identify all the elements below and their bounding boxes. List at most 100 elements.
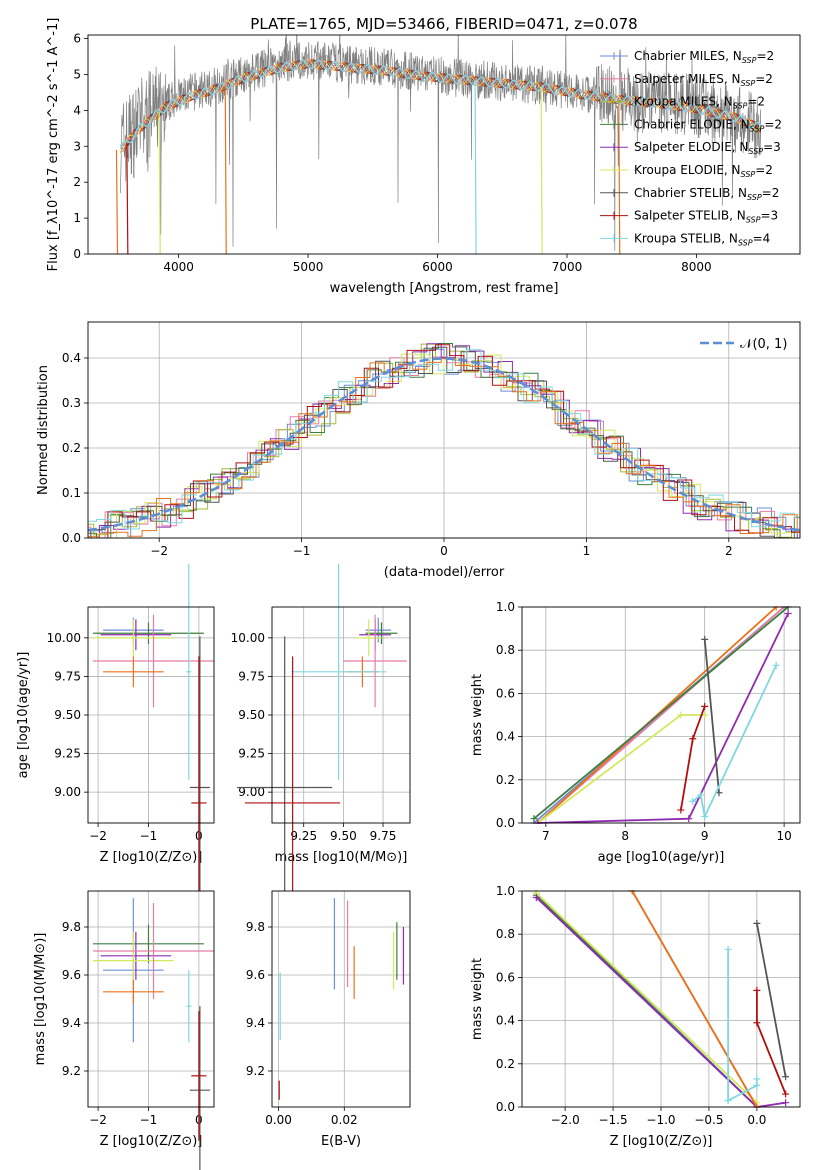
- y-tick-label: 1.0: [496, 600, 515, 614]
- y-tick-label: 1: [73, 211, 81, 225]
- y-tick-label: 10.00: [47, 631, 81, 645]
- x-tick-label: −2: [150, 544, 168, 558]
- model-spectrum-line: [120, 58, 761, 155]
- weight-marker: [689, 797, 697, 805]
- errorbar-point: [93, 619, 174, 657]
- weight_vs_age-lines: [530, 606, 792, 824]
- legend-entry: Chabrier STELIB, NSSP=2: [634, 186, 779, 202]
- weight-marker: [782, 1073, 790, 1081]
- mass_vs_EBV-axes: 0.00 0.02 9.2 9.4 9.6 9.8 E(B-V): [246, 891, 410, 1149]
- weight-marker: [782, 1090, 790, 1098]
- y-tick-label: 0.0: [62, 531, 81, 545]
- spectrum-legend: Chabrier MILES, NSSP=2 Salpeter MILES, NS…: [600, 49, 782, 247]
- x-tick-label: 0: [440, 544, 448, 558]
- errorbar-point: [100, 931, 172, 980]
- y-tick-label: 9.4: [246, 1016, 265, 1030]
- x-tick-label: 8000: [681, 260, 712, 274]
- weight-marker: [689, 735, 697, 743]
- histogram-step-line: [88, 346, 800, 538]
- x-tick-label: 2: [725, 544, 733, 558]
- weight-series-line: [535, 892, 758, 1104]
- histogram-step-line: [88, 343, 800, 538]
- weight-marker: [530, 815, 538, 823]
- weight-series-line: [631, 890, 758, 1108]
- residuals-legend: 𝒩(0, 1): [700, 337, 787, 352]
- y-tick-label: 0.0: [496, 816, 515, 830]
- histogram-step-line: [88, 349, 800, 530]
- weight-series-line: [692, 664, 778, 820]
- weight-marker: [724, 945, 732, 953]
- mass_vs_Z-axes: −2−109.29.49.69.8Z [log10(Z/Z⊙)]mass [lo…: [33, 891, 214, 1149]
- y-tick-label: 2: [73, 175, 81, 189]
- x-tick-label: 5000: [293, 260, 324, 274]
- legend-entry: Salpeter MILES, NSSP=2: [634, 72, 773, 88]
- weight-marker: [753, 986, 761, 994]
- y-tick-label: 9.75: [54, 669, 81, 683]
- y-tick-label: 0.1: [62, 486, 81, 500]
- x-tick-label: −1: [293, 544, 311, 558]
- weight-marker: [724, 1097, 732, 1105]
- model-dropout-line: [126, 142, 129, 254]
- residuals-axes: −2 −1 0 1 2 0.0 0.1 0.2 0.3 0.4 (data-model)/error…: [36, 322, 800, 580]
- y-tick-label: 6: [73, 32, 81, 46]
- y-axis-label: mass [log10(M/M⊙)]: [33, 933, 48, 1066]
- x-axis-label: wavelength [Angstrom, rest frame]: [330, 281, 559, 296]
- weight-marker: [685, 815, 693, 823]
- legend-entry: Kroupa STELIB, NSSP=4: [634, 231, 770, 247]
- weight-marker: [753, 1081, 761, 1089]
- mass_vs_EBV-frame: [271, 890, 411, 1108]
- x-tick-label: −2: [89, 1113, 107, 1127]
- x-axis-label: (data-model)/error: [384, 565, 505, 580]
- x-tick-label: 8: [621, 829, 629, 843]
- x-tick-label: −1.5: [598, 1113, 627, 1127]
- x-tick-label: 9.75: [370, 829, 397, 843]
- residuals-steps: [88, 343, 800, 538]
- weight-marker: [532, 893, 540, 901]
- mass_vs_Z-frame: [87, 890, 215, 1108]
- y-axis-label: mass weight: [470, 958, 485, 1040]
- weight_vs_Z-frame: [521, 890, 801, 1108]
- x-tick-label: −1: [140, 1113, 158, 1127]
- histogram-step-line: [88, 344, 800, 538]
- mass_vs_EBV-marks: [278, 898, 405, 1100]
- x-tick-label: −0.5: [694, 1113, 723, 1127]
- spectrum-marks: Chabrier MILES, NSSP=2 Salpeter MILES, NS…: [115, 35, 782, 254]
- errorbar-point: [186, 563, 192, 780]
- model-dropout-line: [224, 85, 227, 254]
- weight-marker: [701, 813, 709, 821]
- x-tick-label: −2.0: [551, 1113, 580, 1127]
- y-tick-label: 9.50: [238, 708, 265, 722]
- legend-entry: Salpeter ELODIE, NSSP=3: [634, 140, 781, 156]
- y-tick-label: 0.6: [496, 970, 515, 984]
- y-tick-label: 0.0: [496, 1100, 515, 1114]
- model-spectrum-line: [120, 59, 761, 153]
- y-tick-label: 9.6: [62, 968, 81, 982]
- y-tick-label: 0.4: [496, 730, 515, 744]
- legend-entry: Kroupa MILES, NSSP=2: [634, 95, 765, 111]
- x-tick-label: 10: [776, 829, 791, 843]
- legend-entry: 𝒩(0, 1): [740, 337, 787, 352]
- model-dropout-line: [540, 87, 543, 254]
- legend-entry: Chabrier MILES, NSSP=2: [634, 49, 774, 65]
- y-tick-label: 9.50: [54, 708, 81, 722]
- y-tick-label: 9.4: [62, 1016, 81, 1030]
- legend-entry: Kroupa ELODIE, NSSP=2: [634, 163, 773, 179]
- weight-marker: [701, 635, 709, 643]
- weight_vs_age-marks: [530, 606, 792, 824]
- errorbar-point: [93, 614, 214, 708]
- y-axis-label: Normed distribution: [36, 365, 51, 495]
- y-tick-label: 9.00: [54, 785, 81, 799]
- errorbar-point: [189, 1006, 210, 1170]
- weight-marker: [782, 1099, 790, 1107]
- y-tick-label: 0.6: [496, 686, 515, 700]
- x-tick-label: 0.02: [331, 1113, 358, 1127]
- residuals-frame: [87, 321, 801, 539]
- weight-marker: [753, 1075, 761, 1083]
- y-tick-label: 9.2: [246, 1064, 265, 1078]
- y-tick-label: 10.00: [231, 631, 265, 645]
- y-tick-label: 9.2: [62, 1064, 81, 1078]
- spectrum-frame: [87, 34, 801, 255]
- mass_vs_EBV-plot-area: [272, 891, 410, 1107]
- y-axis-label: mass weight: [470, 674, 485, 756]
- errorbar-point: [237, 636, 333, 939]
